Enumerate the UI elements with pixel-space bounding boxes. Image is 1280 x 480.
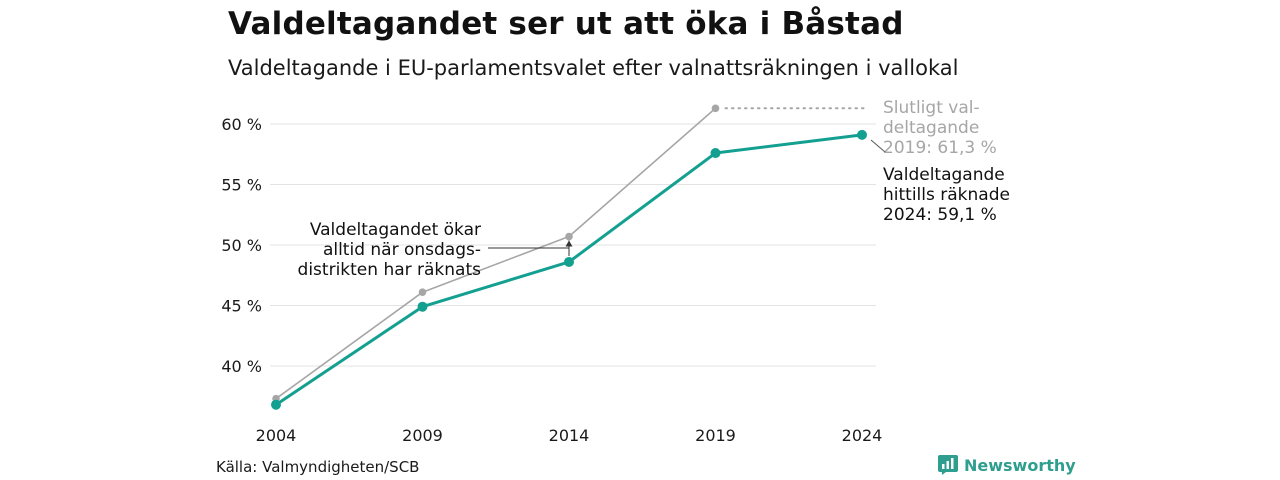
chart-title: Valdeltagandet ser ut att öka i Båstad (228, 6, 904, 42)
y-tick-label: 45 % (221, 297, 262, 316)
data-point-counted (271, 399, 281, 410)
counted-label: hittills räknade (883, 185, 1010, 205)
y-tick-label: 40 % (221, 357, 262, 376)
final-label: Slutligt val- (883, 98, 980, 118)
chart-subtitle: Valdeltagande i EU-parlamentsvalet efter… (228, 56, 959, 80)
series-line-final (275, 107, 717, 400)
x-axis: 2004 2009 2014 2019 2024 (256, 426, 883, 445)
counted-label: Valdeltagande (883, 165, 1005, 185)
x-tick-label: 2024 (842, 426, 883, 445)
note-label: distrikten har räknats (298, 260, 482, 280)
y-tick-label: 55 % (221, 176, 262, 195)
x-tick-label: 2004 (256, 426, 297, 445)
y-tick-label: 50 % (221, 236, 262, 255)
data-point-final (711, 104, 720, 113)
x-tick-label: 2019 (695, 426, 736, 445)
leader-line (870, 139, 886, 153)
note-label: alltid när onsdags- (323, 240, 481, 260)
brand-name: Newsworthy (964, 455, 1076, 475)
x-tick-label: 2014 (549, 426, 590, 445)
data-point-counted (710, 148, 721, 159)
data-point-counted (417, 301, 428, 312)
y-axis: 40 % 45 % 50 % 55 % 60 % (221, 115, 262, 376)
x-tick-label: 2009 (402, 426, 443, 445)
source-note: Källa: Valmyndigheten/SCB (216, 458, 420, 476)
data-point-counted (857, 129, 867, 140)
data-point-counted (564, 256, 574, 267)
brand-logo: Newsworthy (938, 455, 1076, 475)
final-label: 2019: 61,3 % (883, 138, 997, 158)
data-point-final (565, 232, 573, 241)
final-label: deltagande (883, 118, 979, 138)
newsworthy-logo-icon (938, 455, 958, 475)
data-point-final (418, 288, 427, 296)
y-tick-label: 60 % (221, 115, 262, 134)
note-label: Valdeltagandet ökar (310, 220, 481, 240)
series-layer (271, 104, 867, 410)
arrowhead (565, 240, 573, 247)
counted-label: 2024: 59,1 % (883, 205, 997, 225)
grid (270, 123, 876, 367)
